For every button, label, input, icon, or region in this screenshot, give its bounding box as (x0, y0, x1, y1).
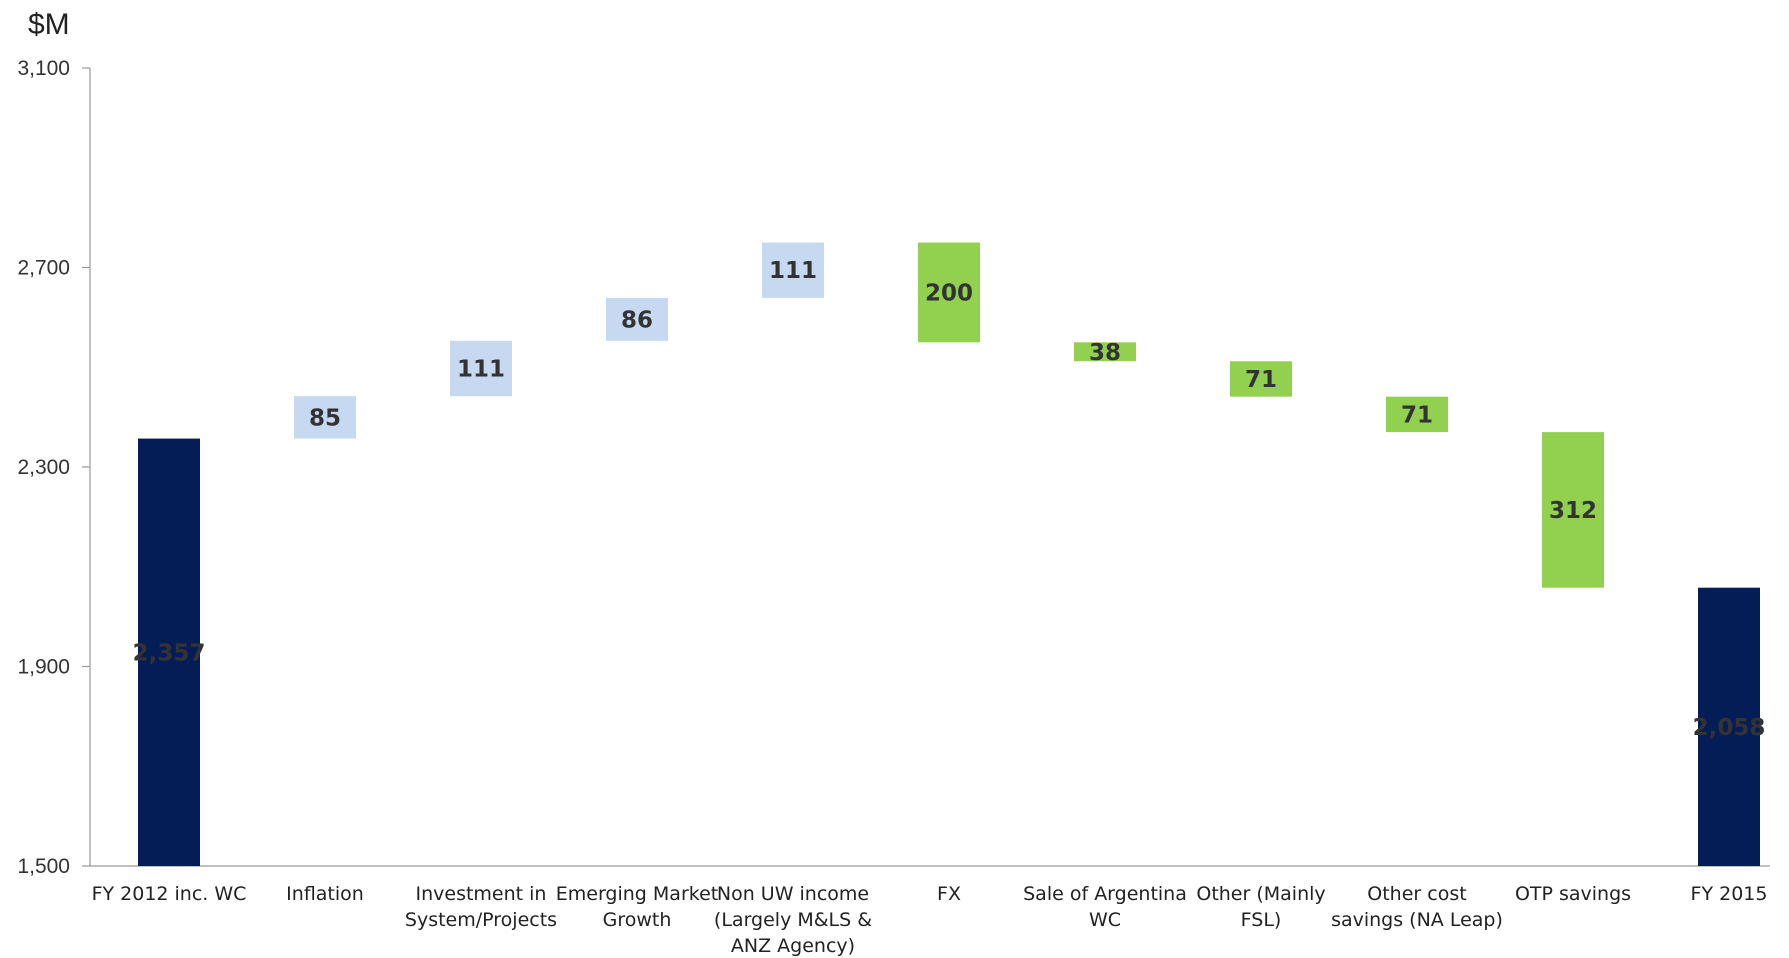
category-label: ANZ Agency) (731, 935, 855, 957)
category-label: FX (937, 883, 961, 905)
y-tick-label: 2,300 (17, 456, 70, 479)
data-label: 71 (1245, 367, 1277, 393)
bar-series: 2,357 85 111 86 111 200 38 71 71 312 2,058 (133, 242, 1766, 866)
bar-total (138, 438, 200, 866)
category-label: Emerging Market (556, 883, 718, 905)
category-label: Inflation (286, 883, 364, 905)
bar-decrease (1542, 432, 1604, 588)
data-label: 200 (925, 280, 973, 306)
bar-decrease (1386, 396, 1448, 433)
unit-label: $M (28, 8, 70, 41)
data-label: 111 (457, 356, 505, 382)
bar-decrease (1230, 361, 1292, 397)
category-labels: FY 2012 inc. WC Inflation Investment in Sys… (92, 883, 1768, 957)
y-tick-label: 1,500 (17, 855, 70, 878)
category-label: Investment in (416, 883, 547, 905)
category-label: Other cost (1367, 883, 1466, 905)
category-label: FSL) (1241, 909, 1282, 931)
category-label: System/Projects (405, 909, 557, 931)
y-tick-label: 1,900 (17, 656, 70, 679)
category-label: Growth (603, 909, 672, 931)
data-label: 38 (1089, 340, 1121, 366)
category-label: FY 2012 inc. WC (92, 883, 247, 905)
category-label: Other (Mainly (1196, 883, 1325, 905)
category-label: FY 2015 (1691, 883, 1768, 905)
bar-increase (762, 242, 824, 298)
bar-decrease (918, 242, 980, 343)
category-label: Non UW income (717, 883, 869, 905)
y-tick-label: 3,100 (17, 57, 70, 80)
data-label: 2,058 (1693, 715, 1766, 741)
bar-increase (606, 297, 668, 341)
bar-total (1698, 587, 1760, 866)
bar-decrease (1074, 342, 1136, 362)
data-label: 111 (769, 258, 817, 284)
bar-increase (294, 396, 356, 439)
category-label: OTP savings (1515, 883, 1631, 905)
category-label: savings (NA Leap) (1331, 909, 1503, 931)
category-label: WC (1089, 909, 1121, 931)
data-label: 2,357 (133, 640, 206, 666)
bar-increase (450, 340, 512, 397)
y-tick-label: 2,700 (17, 257, 70, 280)
data-label: 71 (1401, 402, 1433, 428)
data-label: 86 (621, 307, 653, 333)
data-label: 312 (1549, 498, 1597, 524)
category-label: Sale of Argentina (1023, 883, 1187, 905)
y-axis-ticks: 1,500 1,900 2,300 2,700 3,100 (17, 57, 90, 878)
category-label: (Largely M&LS & (714, 909, 872, 931)
data-label: 85 (309, 405, 341, 431)
